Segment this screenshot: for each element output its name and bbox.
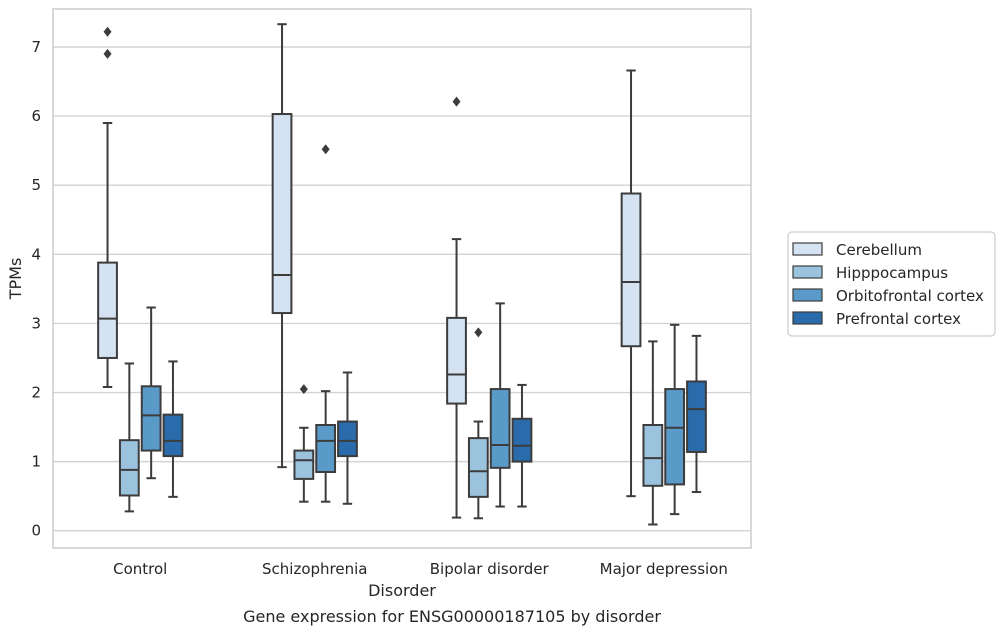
legend-label: Hipppocampus xyxy=(836,264,948,282)
box-orbitofrontal-cortex xyxy=(315,144,337,503)
outlier-point xyxy=(452,96,461,107)
iqr-box xyxy=(315,423,337,473)
box-orbitofrontal-cortex xyxy=(664,323,686,516)
y-axis-label: TPMs xyxy=(6,258,25,301)
box-cerebellum xyxy=(446,96,467,519)
y-tick-label: 3 xyxy=(31,314,41,332)
iqr-box xyxy=(162,413,184,458)
outlier-point xyxy=(103,26,112,37)
outlier-point xyxy=(299,384,308,395)
box-hipppocampus xyxy=(642,340,664,526)
iqr-box xyxy=(642,423,664,487)
box-prefrontal-cortex xyxy=(686,334,707,494)
box-cerebellum xyxy=(620,69,642,498)
box-orbitofrontal-cortex xyxy=(140,306,162,480)
legend-label: Cerebellum xyxy=(836,241,922,259)
iqr-box xyxy=(467,437,489,498)
iqr-box xyxy=(511,417,533,463)
y-tick-label: 5 xyxy=(31,176,41,194)
legend-swatch xyxy=(792,288,823,302)
outlier-point xyxy=(474,327,483,338)
box-cerebellum xyxy=(271,23,293,469)
x-tick-label: Schizophrenia xyxy=(262,560,367,578)
x-tick-label: Major depression xyxy=(600,560,728,578)
iqr-box xyxy=(489,388,511,469)
iqr-box xyxy=(97,261,118,359)
box-prefrontal-cortex xyxy=(511,383,533,508)
y-tick-label: 6 xyxy=(31,107,41,125)
legend-label: Orbitofrontal cortex xyxy=(836,287,984,305)
chart-caption: Gene expression for ENSG00000187105 by d… xyxy=(243,607,661,626)
x-tick-label: Bipolar disorder xyxy=(430,560,550,578)
iqr-box xyxy=(271,113,293,315)
iqr-box xyxy=(664,388,686,486)
iqr-box xyxy=(446,316,467,405)
box-cerebellum xyxy=(97,26,118,388)
box-prefrontal-cortex xyxy=(162,360,184,498)
legend-swatch xyxy=(792,311,823,325)
iqr-box xyxy=(293,449,315,480)
iqr-box xyxy=(118,439,140,497)
plot-frame xyxy=(52,8,752,549)
legend: Cerebellum Hipppocampus Orbitofrontal cort… xyxy=(787,231,996,337)
boxes xyxy=(97,23,707,526)
y-tick-label: 0 xyxy=(31,522,41,540)
box-hipppocampus xyxy=(293,384,315,503)
legend-label: Prefrontal cortex xyxy=(836,310,961,328)
x-axis-label: Disorder xyxy=(368,581,436,600)
legend-swatch xyxy=(792,265,823,279)
x-tick-labels: Control Schizophrenia Bipolar disorder Majo… xyxy=(113,560,728,578)
iqr-box xyxy=(337,420,358,458)
box-hipppocampus xyxy=(467,327,489,520)
gridlines xyxy=(53,46,751,532)
y-tick-labels: 0 1 2 3 4 5 6 7 xyxy=(31,38,41,540)
outlier-point xyxy=(103,48,112,59)
box-prefrontal-cortex xyxy=(337,371,358,505)
legend-frame xyxy=(787,231,996,337)
y-tick-label: 4 xyxy=(31,245,41,263)
x-tick-label: Control xyxy=(113,560,167,578)
y-tick-label: 7 xyxy=(31,38,41,56)
y-tick-label: 1 xyxy=(31,453,41,471)
iqr-box xyxy=(140,385,162,452)
y-tick-label: 2 xyxy=(31,384,41,402)
legend-swatch xyxy=(792,242,823,256)
outlier-point xyxy=(321,144,330,155)
box-orbitofrontal-cortex xyxy=(489,302,511,508)
iqr-box xyxy=(686,380,707,453)
iqr-box xyxy=(620,192,642,348)
box-hipppocampus xyxy=(118,362,140,513)
